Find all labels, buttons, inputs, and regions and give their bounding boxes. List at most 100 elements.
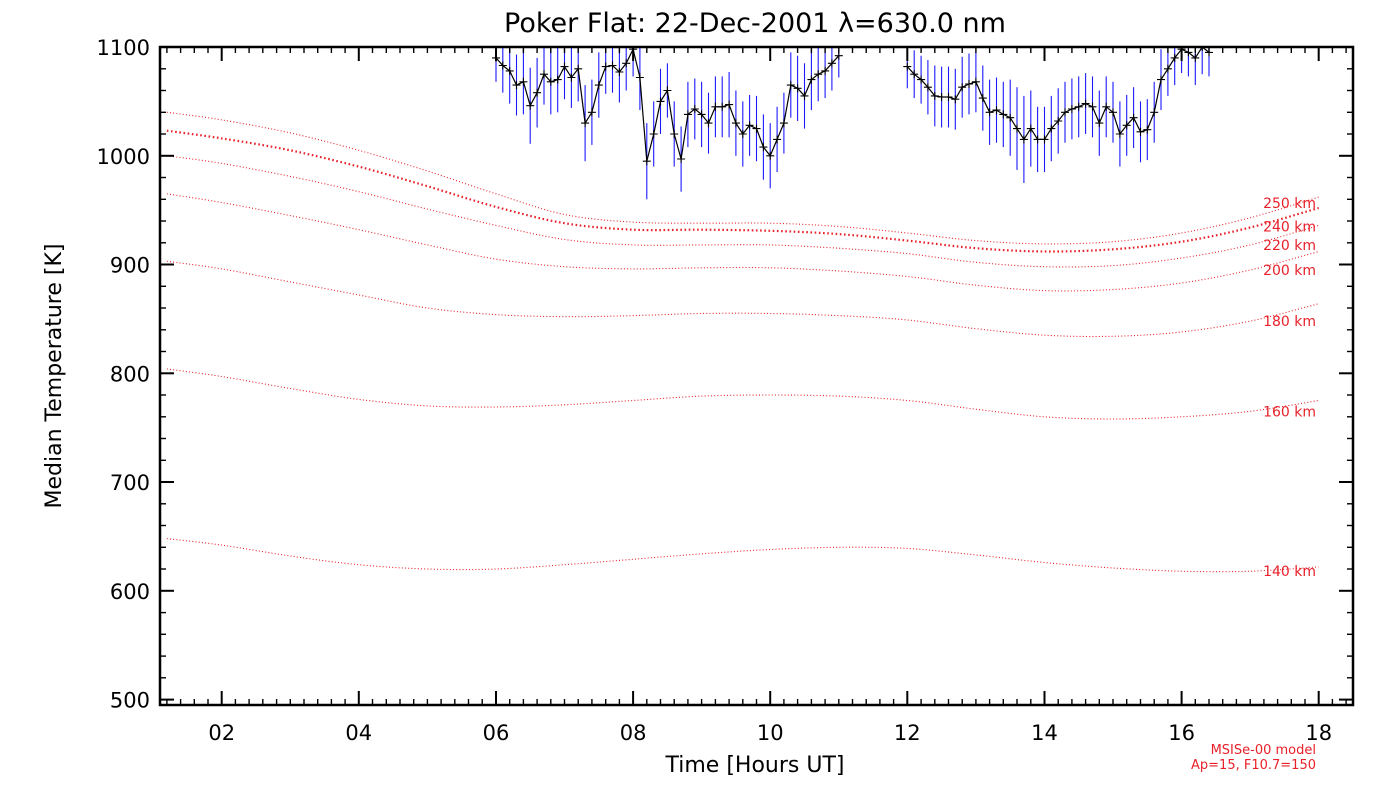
median-data-point [800,91,809,100]
median-data-point [704,119,713,128]
median-data-point [910,70,919,79]
median-data-point [581,119,590,128]
median-data-point [930,91,939,100]
median-data-point [1040,135,1049,144]
median-data-point [779,119,788,128]
median-data-point [1198,47,1207,51]
median-data-point [615,68,624,76]
median-data-point [725,100,734,109]
median-data-point [1054,117,1063,125]
median-data-point [574,64,583,73]
median-data-point [1088,102,1097,111]
model-note-line-2: Ap=15, F10.7=150 [1191,758,1316,773]
median-data-point [546,77,555,86]
median-data-point [601,62,610,71]
median-data-point [587,108,596,117]
median-data-point [944,93,953,101]
median-data-point [1019,135,1028,144]
median-data-point [642,157,651,166]
median-data-point [690,105,699,113]
median-data-point [1102,102,1111,111]
median-data-point [663,86,672,95]
model-curve-180-km [166,260,1319,338]
median-data-point [821,66,830,75]
median-data-point [793,84,802,93]
x-tick-label: 04 [345,721,372,745]
y-tick-label: 1000 [97,145,150,169]
model-curve-label-200-km: 200 km [1263,263,1316,279]
y-tick-label: 600 [110,580,150,604]
model-curve-240-km [166,129,1319,253]
median-data-point [1095,119,1104,128]
x-tick-label: 10 [757,721,784,745]
median-data-point [635,73,644,82]
median-data-point [1184,48,1193,57]
median-data-point [533,88,542,97]
median-data-point [903,62,912,71]
model-curve-label-220-km: 220 km [1263,238,1316,254]
median-data-point [834,51,843,60]
median-data-point [677,155,686,163]
median-data-point [985,108,994,117]
y-axis-label: Median Temperature [K] [42,244,67,509]
x-tick-label: 06 [483,721,510,745]
median-data-point [1150,108,1159,117]
median-data-point [711,102,720,111]
median-data-point [807,75,816,84]
median-data-point [1047,124,1056,133]
median-data-point [519,77,528,86]
model-curve-label-160-km: 160 km [1263,404,1316,420]
x-tick-label: 02 [208,721,235,745]
median-data-point [999,110,1008,119]
median-data-point [683,110,692,119]
median-temperature-line [495,47,1210,162]
model-curve-200-km [166,193,1319,292]
median-data-point [752,124,761,133]
median-data-point [649,130,658,138]
median-data-point [731,119,740,128]
median-data-point [1081,99,1090,108]
model-curve-250-km [166,111,1319,245]
median-data-point [937,93,946,101]
median-data-point [608,61,617,70]
median-data-point [786,81,795,90]
median-data-point [759,143,768,152]
median-data-point [1109,108,1117,117]
median-data-point [1170,53,1179,62]
median-data-point [766,151,775,160]
median-data-point [923,83,932,92]
model-curve-label-250-km: 250 km [1263,196,1316,212]
median-data-point [1136,127,1145,136]
model-curve-160-km [166,368,1319,420]
model-note-line-1: MSISe-00 model [1211,743,1316,758]
median-data-point [622,59,631,68]
x-tick-label: 18 [1305,721,1332,745]
median-data-point [1067,105,1076,113]
x-tick-label: 16 [1168,721,1195,745]
median-data-point [540,70,548,79]
median-data-point [1033,135,1042,144]
median-data-point [560,62,569,71]
median-data-point [827,59,836,68]
median-data-point [1143,125,1152,134]
median-data-point [917,75,926,84]
chart-title: Poker Flat: 22-Dec-2001 λ=630.0 nm [504,8,1006,39]
model-curve-220-km [166,155,1319,268]
median-data-point [1074,102,1083,111]
median-data-point [1013,124,1021,133]
model-curve-label-140-km: 140 km [1263,564,1316,580]
x-tick-label: 08 [620,721,647,745]
median-data-point [670,130,679,138]
median-data-point [512,81,521,90]
x-tick-label: 12 [894,721,921,745]
median-data-point [738,130,747,138]
median-data-point [505,66,514,75]
median-data-point [1061,108,1069,117]
median-data-point [978,94,987,103]
y-tick-label: 500 [110,689,150,713]
median-data-point [814,70,823,79]
median-data-point [745,121,754,130]
median-data-point [958,83,967,92]
median-data-point [951,95,960,104]
